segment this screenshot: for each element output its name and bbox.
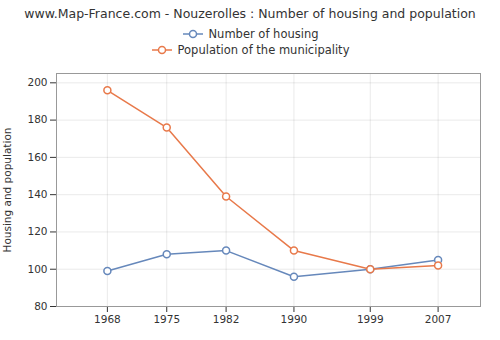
svg-text:180: 180 <box>27 113 47 125</box>
html-text:Population of the municipality: Population of the municipality <box>177 43 350 57</box>
html-text:www.Map-France.com - Nouzeroll: www.Map-France.com - Nouzerolles : Numbe… <box>24 6 476 21</box>
svg-text:1982: 1982 <box>213 313 240 325</box>
svg-text:1999: 1999 <box>357 313 384 325</box>
svg-text:Housing and population: Housing and population <box>1 128 13 253</box>
svg-text:1968: 1968 <box>94 313 121 325</box>
svg-text:120: 120 <box>27 225 47 237</box>
svg-text:140: 140 <box>27 188 47 200</box>
svg-text:1990: 1990 <box>281 313 308 325</box>
svg-text:160: 160 <box>27 151 47 163</box>
svg-text:200: 200 <box>27 76 47 88</box>
html-text:Number of housing: Number of housing <box>208 27 319 41</box>
svg-text:100: 100 <box>27 263 47 275</box>
svg-text:2007: 2007 <box>425 313 452 325</box>
svg-text:80: 80 <box>34 300 47 312</box>
svg-text:1975: 1975 <box>153 313 180 325</box>
